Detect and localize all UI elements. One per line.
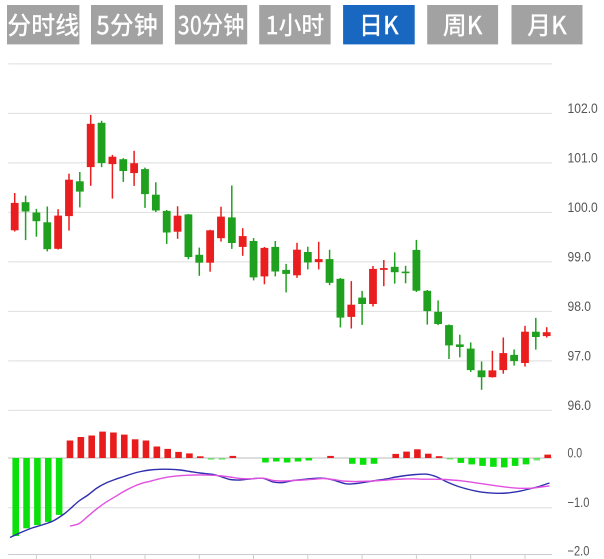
svg-text:101.0: 101.0 (568, 151, 598, 166)
svg-text:96.0: 96.0 (568, 398, 592, 413)
svg-text:−2.0: −2.0 (568, 544, 590, 559)
svg-text:100.0: 100.0 (568, 200, 598, 215)
svg-text:102.0: 102.0 (568, 101, 598, 116)
svg-text:97.0: 97.0 (568, 349, 592, 364)
svg-text:0.0: 0.0 (568, 446, 583, 461)
svg-text:99.0: 99.0 (568, 250, 592, 265)
svg-text:98.0: 98.0 (568, 299, 592, 314)
svg-text:−1.0: −1.0 (568, 495, 590, 510)
